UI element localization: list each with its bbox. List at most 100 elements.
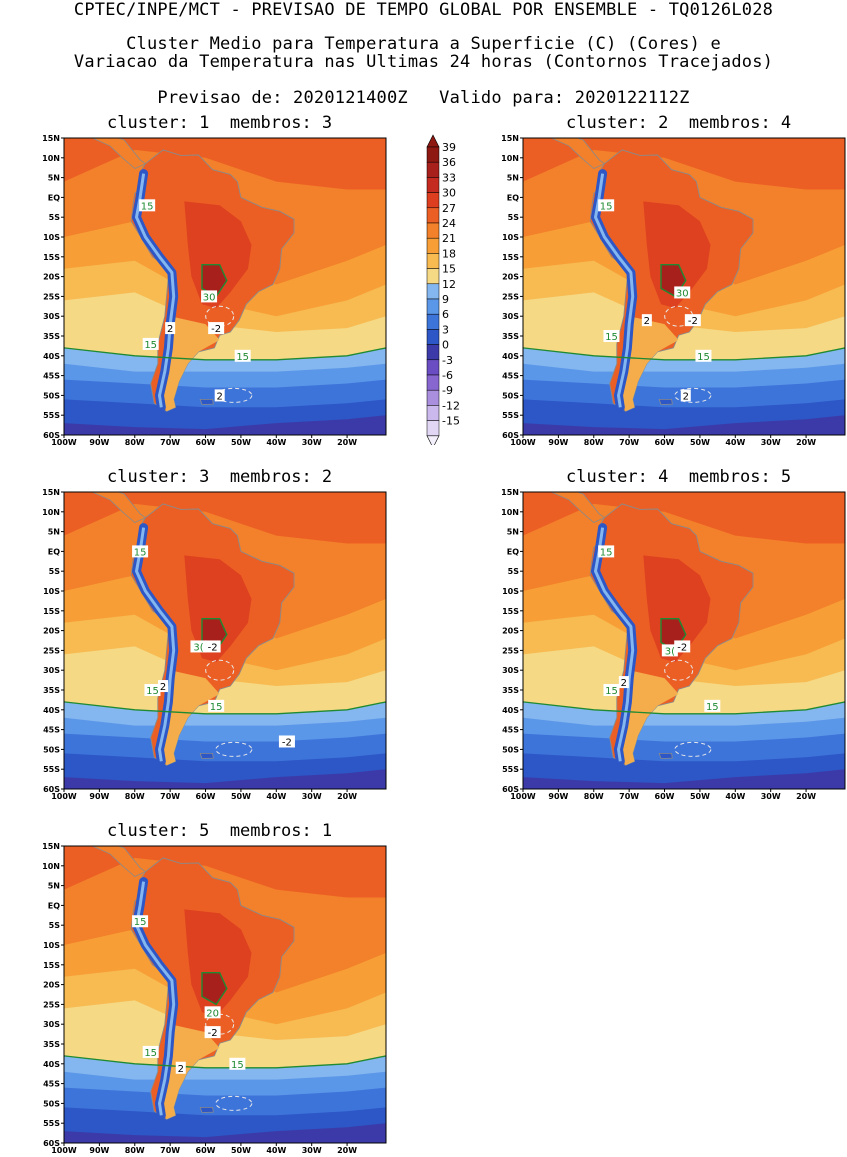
x-tick-label: 20W (337, 1146, 357, 1155)
contour-label-bg (139, 199, 156, 212)
contour-label-bg (190, 640, 207, 653)
colorbar-swatch (426, 389, 440, 406)
x-tick-label: 70W (160, 438, 180, 447)
colorbar-top-arrow (426, 134, 440, 148)
colorbar-swatch (426, 405, 440, 421)
colorbar-swatch (426, 298, 440, 315)
y-tick-label: 10S (502, 233, 519, 242)
y-tick-label: 35S (43, 1040, 60, 1049)
y-tick-label: 60S (43, 1139, 60, 1148)
y-tick-label: 30S (43, 312, 60, 321)
central-america-land (90, 492, 147, 523)
y-tick-label: 30S (502, 312, 519, 321)
y-tick-label: 60S (502, 785, 519, 794)
contour-label-bg (641, 314, 652, 327)
variation-contour (674, 387, 712, 403)
y-tick-label: 55S (43, 1119, 60, 1128)
contour-label-bg (603, 330, 620, 342)
contour-label-bg (674, 640, 691, 653)
y-tick-label: 50S (502, 745, 519, 754)
isotherm-band-8 (523, 415, 845, 435)
y-tick-label: 55S (502, 411, 519, 420)
y-tick-label: 45S (43, 372, 60, 381)
y-tick-label: 5N (507, 528, 519, 537)
contour-label-bg (704, 699, 721, 712)
y-tick-label: 25S (502, 646, 519, 655)
x-tick-label: 60W (655, 792, 675, 801)
y-tick-label: 15S (502, 607, 519, 616)
x-tick-label: 100W (51, 1146, 77, 1155)
x-tick-label: 30W (302, 1146, 322, 1155)
colorbar-swatch (426, 283, 440, 300)
contour-label: 15 (210, 702, 223, 713)
y-tick-label: 5S (49, 567, 61, 576)
contour-label-bg (208, 699, 225, 712)
figure-header-line-4: Previsao de: 2020121400Z Valido para: 20… (157, 88, 690, 108)
y-tick-label: 30S (43, 666, 60, 675)
contour-label: -2 (688, 316, 698, 327)
contour-label-bg (278, 735, 295, 748)
y-tick-label: 60S (43, 431, 60, 440)
contour-label: 2 (644, 316, 650, 327)
x-tick-label: 100W (510, 438, 536, 447)
falkland-islands (199, 398, 214, 405)
plot-frame (522, 137, 846, 436)
isotherm-band-8 (64, 1123, 386, 1143)
colorbar-label: 21 (442, 232, 456, 245)
isotherm-band-8 (64, 769, 386, 789)
cluster-5-title: cluster: 5 membros: 1 (107, 821, 333, 841)
y-tick-label: 5S (49, 921, 61, 930)
contour-label: 3( (193, 642, 203, 653)
contour-label-bg (204, 1026, 221, 1039)
contour-label-bg (201, 290, 218, 303)
colorbar-swatch (426, 177, 440, 193)
cluster-3-map: 15 15 15 3(-2 2 -2 15N 10N 5N EQ 5S 10S 15S 20S 25S 30S… (42, 488, 387, 801)
hot-core-region (201, 971, 228, 1006)
contour-label: 15 (706, 702, 719, 713)
x-tick-label: 100W (51, 438, 77, 447)
x-tick-label: 30W (302, 792, 322, 801)
hot-core-region (201, 263, 228, 298)
colorbar-swatch (426, 253, 440, 269)
central-america-land (90, 846, 147, 877)
andes-cool-edge (135, 527, 176, 762)
contour-label: 2 (167, 324, 173, 335)
y-tick-label: 15S (43, 607, 60, 616)
contour-label-bg (142, 1045, 159, 1058)
variation-contour (215, 387, 253, 403)
y-tick-label: 50S (43, 1099, 60, 1108)
y-tick-label: 50S (43, 745, 60, 754)
y-tick-label: 10S (43, 941, 60, 950)
y-tick-label: 45S (43, 726, 60, 735)
x-tick-label: 70W (160, 792, 180, 801)
contour-label-bg (680, 389, 691, 402)
y-tick-label: 25S (43, 292, 60, 301)
y-tick-label: 45S (43, 1080, 60, 1089)
colorbar-swatch (426, 313, 440, 330)
interior-warm-region (643, 555, 711, 663)
x-tick-label: 20W (796, 438, 816, 447)
x-tick-label: 100W (51, 792, 77, 801)
contour-label: -2 (208, 642, 218, 653)
y-tick-label: 5S (508, 213, 520, 222)
x-tick-label: 90W (89, 1146, 109, 1155)
y-tick-label: 10N (42, 862, 60, 871)
x-tick-label: 30W (761, 438, 781, 447)
y-tick-label: 10S (43, 587, 60, 596)
y-tick-label: 35S (43, 332, 60, 341)
variation-contour (664, 659, 694, 681)
contour-label: 2 (621, 678, 627, 689)
y-tick-label: 35S (502, 332, 519, 341)
y-tick-label: 20S (502, 273, 519, 282)
y-tick-label: 40S (43, 706, 60, 715)
andes-cool-edge (594, 173, 635, 408)
y-tick-label: 20S (43, 627, 60, 636)
y-tick-label: 45S (502, 372, 519, 381)
contour-label: 15 (600, 547, 613, 558)
x-tick-label: 20W (337, 792, 357, 801)
contour-label: 2 (160, 682, 166, 693)
y-tick-label: EQ (507, 547, 519, 556)
falkland-islands (199, 752, 214, 759)
colorbar-swatch (426, 222, 440, 239)
x-tick-label: 90W (89, 438, 109, 447)
